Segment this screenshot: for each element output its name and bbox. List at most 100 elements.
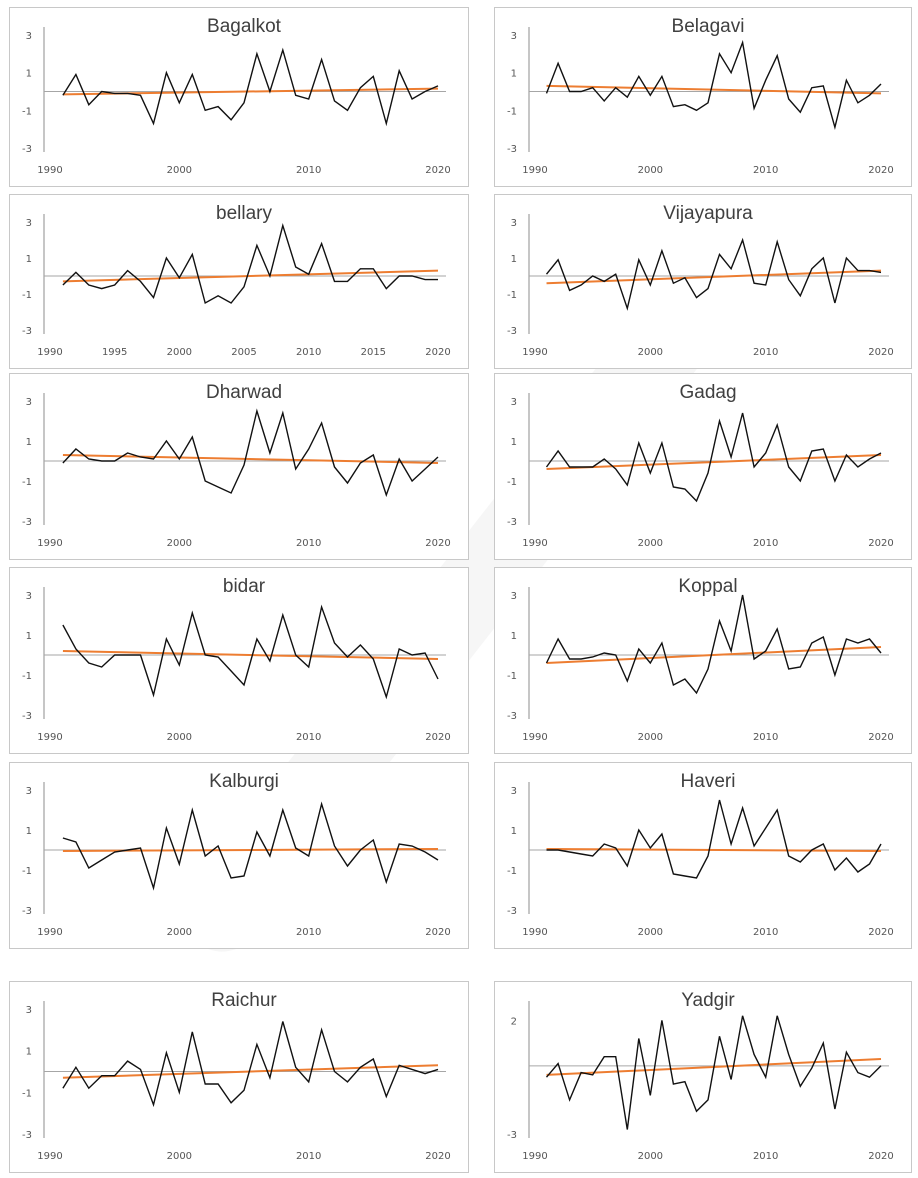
x-tick-label: 1990: [522, 927, 547, 938]
series-line: [545, 594, 882, 695]
y-tick-label: ‑3: [507, 517, 517, 528]
chart-panel: Vijayapura 3 1 ‑1 ‑3 1990 2000 2010 2020: [494, 194, 912, 369]
y-tick-label: ‑1: [507, 671, 517, 682]
series-line: [62, 223, 438, 305]
x-tick-label: 2000: [167, 927, 192, 938]
y-tick-label: 1: [26, 437, 32, 448]
trend-line: [546, 646, 882, 664]
y-tick-label: ‑3: [507, 144, 517, 155]
y-tick-label: ‑1: [22, 1088, 32, 1099]
x-tick-label: 1990: [522, 347, 547, 358]
y-tick-label: 1: [26, 254, 32, 265]
x-tick-label: 2020: [425, 538, 450, 549]
trend-line: [546, 454, 882, 470]
x-tick-label: 1990: [37, 732, 62, 743]
x-tick-label: 2020: [868, 347, 893, 358]
y-tick-label: 1: [26, 69, 32, 80]
chart-svg: Haveri 3 1 ‑1 ‑3 1990 2000 2010 2020: [507, 771, 894, 938]
chart-panel: Dharwad 3 1 ‑1 ‑3 1990 2000 2010 2020: [9, 373, 469, 560]
chart-panel: Raichur 3 1 ‑1 ‑3 1990 2000 2010 2020: [9, 981, 469, 1173]
chart-panel: Koppal 3 1 ‑1 ‑3 1990 2000 2010 2020: [494, 567, 912, 754]
x-tick-label: 2010: [753, 732, 778, 743]
x-tick-label: 2010: [753, 165, 778, 176]
x-tick-label: 2000: [638, 538, 663, 549]
series-line: [62, 408, 439, 498]
chart-title: bidar: [223, 576, 266, 597]
x-tick-label: 2010: [296, 927, 321, 938]
chart-panel: Belagavi 3 1 ‑1 ‑3 1990 2000 2010 2020: [494, 7, 912, 187]
chart-title: Gadag: [679, 382, 736, 403]
y-tick-label: 3: [26, 1005, 32, 1016]
x-tick-label: 1990: [37, 1151, 62, 1162]
x-tick-label: 2020: [425, 347, 450, 358]
x-tick-label: 2010: [296, 538, 321, 549]
y-tick-label: ‑1: [22, 477, 32, 488]
x-tick-label: 1990: [37, 927, 62, 938]
x-tick-label: 2000: [638, 1151, 663, 1162]
series-line: [545, 412, 882, 503]
y-tick-label: 3: [26, 786, 32, 797]
chart-svg: Belagavi 3 1 ‑1 ‑3 1990 2000 2010 2020: [507, 16, 894, 176]
chart-panel: bidar 3 1 ‑1 ‑3 1990 2000 2010 2020: [9, 567, 469, 754]
chart-panel: Haveri 3 1 ‑1 ‑3 1990 2000 2010 2020: [494, 762, 912, 949]
trend-line: [62, 650, 439, 660]
y-tick-label: 3: [26, 31, 32, 42]
y-tick-label: ‑3: [22, 906, 32, 917]
trend-line: [546, 848, 882, 852]
y-tick-label: 1: [511, 826, 517, 837]
x-tick-label: 2020: [868, 538, 893, 549]
y-tick-label: 1: [26, 631, 32, 642]
series-line: [545, 39, 882, 131]
x-tick-label: 1995: [102, 347, 127, 358]
y-tick-label: 1: [511, 254, 517, 265]
chart-title: Haveri: [681, 771, 736, 792]
chart-svg: Gadag 3 1 ‑1 ‑3 1990 2000 2010 2020: [507, 382, 894, 549]
x-tick-label: 2010: [753, 927, 778, 938]
y-tick-label: 3: [26, 591, 32, 602]
y-tick-label: ‑3: [22, 144, 32, 155]
x-tick-label: 2010: [753, 347, 778, 358]
y-tick-label: 1: [511, 437, 517, 448]
x-tick-label: 2020: [425, 927, 450, 938]
x-tick-label: 2000: [638, 347, 663, 358]
series-line: [62, 1021, 439, 1108]
y-tick-label: ‑1: [507, 477, 517, 488]
x-tick-label: 2005: [231, 347, 256, 358]
series-line: [545, 237, 882, 311]
x-tick-label: 1990: [522, 1151, 547, 1162]
y-tick-label: 1: [511, 69, 517, 80]
chart-svg: Vijayapura 3 1 ‑1 ‑3 1990 2000 2010 2020: [507, 203, 894, 358]
x-tick-label: 2010: [296, 1151, 321, 1162]
x-tick-label: 2010: [753, 538, 778, 549]
chart-title: Yadgir: [681, 990, 735, 1011]
chart-title: Koppal: [678, 576, 737, 597]
chart-panel: Bagalkot 3 1 ‑1 ‑3 1990 2000 2010 2020: [9, 7, 469, 187]
y-tick-label: ‑3: [22, 711, 32, 722]
chart-title: bellary: [216, 203, 272, 224]
x-tick-label: 2010: [296, 732, 321, 743]
series-line: [545, 1015, 882, 1130]
y-tick-label: 1: [511, 631, 517, 642]
x-tick-label: 2020: [868, 165, 893, 176]
chart-svg: Bagalkot 3 1 ‑1 ‑3 1990 2000 2010 2020: [22, 16, 451, 176]
y-tick-label: 3: [511, 786, 517, 797]
y-tick-label: 1: [26, 826, 32, 837]
y-tick-label: ‑1: [507, 866, 517, 877]
x-tick-label: 1990: [522, 538, 547, 549]
x-tick-label: 2020: [425, 165, 450, 176]
chart-panel: Gadag 3 1 ‑1 ‑3 1990 2000 2010 2020: [494, 373, 912, 560]
y-tick-label: ‑1: [22, 671, 32, 682]
y-tick-label: ‑3: [507, 326, 517, 337]
x-tick-label: 2010: [753, 1151, 778, 1162]
series-line: [546, 799, 882, 879]
y-tick-label: 3: [26, 397, 32, 408]
series-line: [62, 47, 439, 127]
y-tick-label: ‑3: [22, 326, 32, 337]
chart-svg: Kalburgi 3 1 ‑1 ‑3 1990 2000 2010 2020: [22, 771, 451, 938]
x-tick-label: 2000: [167, 538, 192, 549]
y-tick-label: ‑3: [507, 711, 517, 722]
x-tick-label: 1990: [37, 165, 62, 176]
y-tick-label: 3: [511, 31, 517, 42]
series-line: [62, 604, 439, 700]
x-tick-label: 2020: [425, 732, 450, 743]
